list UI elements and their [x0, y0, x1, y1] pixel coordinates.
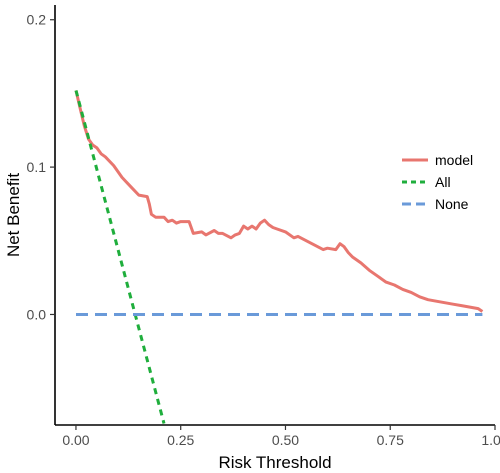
- legend-label-none: None: [435, 196, 469, 212]
- y-tick-label: 0.2: [27, 12, 47, 28]
- x-tick-label: 0.25: [167, 432, 194, 448]
- legend-label-model: model: [435, 152, 473, 168]
- x-tick-label: 1.00: [481, 432, 500, 448]
- x-tick-label: 0.00: [62, 432, 89, 448]
- x-axis-title: Risk Threshold: [218, 453, 331, 472]
- y-tick-label: 0.0: [27, 306, 47, 322]
- plot-area: [74, 90, 484, 424]
- series-line-model: [74, 90, 484, 313]
- x-tick-label: 0.50: [272, 432, 299, 448]
- ticks: 0.00 0.25 0.50 0.75 1.00 0.0 0.1 0.2: [27, 12, 500, 448]
- axes: [54, 5, 495, 426]
- legend: model All None: [402, 152, 473, 212]
- y-tick-label: 0.1: [27, 159, 47, 175]
- legend-label-all: All: [435, 174, 451, 190]
- y-axis-title: Net Benefit: [4, 173, 23, 257]
- x-tick-label: 0.75: [377, 432, 404, 448]
- series-line-all: [74, 90, 166, 424]
